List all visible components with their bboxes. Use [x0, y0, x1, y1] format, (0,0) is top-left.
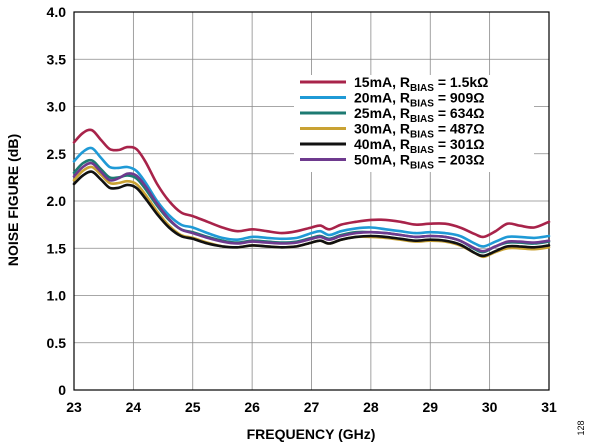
- y-tick-labels: 0 0.5 1.0 1.5 2.0 2.5 3.0 3.5 4.0: [47, 4, 67, 398]
- x-tick-labels: 23 24 25 26 27 28 29 30 31: [66, 399, 557, 415]
- legend-entry: 40mA, RBIAS = 301Ω: [354, 136, 484, 156]
- y-tick-label: 4.0: [47, 4, 67, 20]
- legend-background: [294, 75, 534, 172]
- x-tick-label: 26: [244, 399, 260, 415]
- y-tick-label: 2.0: [47, 193, 67, 209]
- series-line-2: [72, 146, 551, 248]
- legend-label-value: = 909Ω: [434, 90, 485, 106]
- series-line-1: [72, 128, 551, 239]
- legend-label-value: = 634Ω: [434, 105, 485, 121]
- series-line-6: [72, 161, 551, 253]
- legend-label-value: = 203Ω: [434, 152, 485, 168]
- legend-entry: 15mA, RBIAS = 1.5kΩ: [354, 74, 488, 94]
- y-tick-label: 0.5: [47, 335, 67, 351]
- y-tick-label: 2.5: [47, 146, 67, 162]
- y-tick-label: 1.0: [47, 288, 67, 304]
- legend-label-subscript: BIAS: [410, 161, 434, 172]
- legend-entry: 30mA, RBIAS = 487Ω: [354, 121, 484, 141]
- legend-label-main: 40mA, R: [354, 136, 410, 152]
- legend-label-subscript: BIAS: [410, 83, 434, 94]
- x-tick-label: 27: [304, 399, 320, 415]
- plot-frame: [73, 11, 550, 391]
- legend-label-main: 50mA, R: [354, 152, 410, 168]
- y-tick-label: 0: [58, 382, 66, 398]
- legend-label-value: = 1.5kΩ: [434, 74, 488, 90]
- legend-label-subscript: BIAS: [410, 145, 434, 156]
- x-tick-label: 25: [185, 399, 201, 415]
- y-tick-label: 1.5: [47, 240, 67, 256]
- x-axis-label: FREQUENCY (GHz): [247, 426, 376, 442]
- grid: [73, 11, 550, 391]
- legend-label-value: = 487Ω: [434, 121, 485, 137]
- x-tick-label: 23: [66, 399, 82, 415]
- series-layer: [72, 128, 551, 259]
- legend-label-subscript: BIAS: [410, 130, 434, 141]
- legend-entry: 50mA, RBIAS = 203Ω: [354, 152, 484, 172]
- legend-label-subscript: BIAS: [410, 114, 434, 125]
- legend-label-main: 15mA, R: [354, 74, 410, 90]
- legend-label-main: 25mA, R: [354, 105, 410, 121]
- legend-entry: 25mA, RBIAS = 634Ω: [354, 105, 484, 125]
- y-tick-label: 3.5: [47, 51, 67, 67]
- y-axis-label: NOISE FIGURE (dB): [5, 134, 21, 266]
- side-note: 128: [576, 420, 586, 435]
- y-tick-label: 3.0: [47, 99, 67, 115]
- x-tick-label: 29: [422, 399, 438, 415]
- legend-label-main: 30mA, R: [354, 121, 410, 137]
- x-tick-label: 24: [126, 399, 142, 415]
- x-tick-label: 31: [541, 399, 557, 415]
- series-line-5: [72, 170, 551, 258]
- x-tick-label: 30: [482, 399, 498, 415]
- legend-label-value: = 301Ω: [434, 136, 485, 152]
- legend-label-subscript: BIAS: [410, 99, 434, 110]
- x-tick-label: 28: [363, 399, 379, 415]
- legend-entry: 20mA, RBIAS = 909Ω: [354, 90, 484, 110]
- legend-label-main: 20mA, R: [354, 90, 410, 106]
